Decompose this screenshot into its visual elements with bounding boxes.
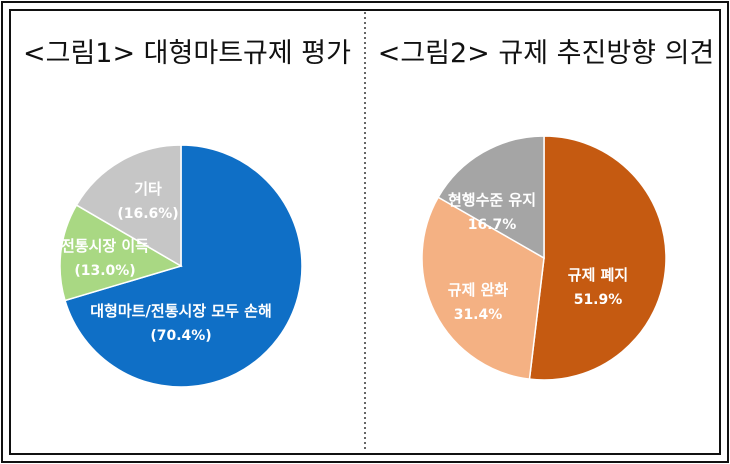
- chart2-slice-2: [437, 135, 545, 260]
- chart1-slice-2-label: 기타: [134, 180, 162, 198]
- chart2-title: <그림2> 규제 추진방향 의견: [378, 38, 715, 69]
- chart1-slice-2-value: (16.6%): [117, 206, 178, 222]
- chart1-title: <그림1> 대형마트규제 평가: [23, 38, 351, 69]
- chart1-slice-0: [64, 144, 303, 388]
- inner-border: [9, 9, 721, 455]
- chart2-slice-1-label: 규제 완화: [448, 281, 509, 299]
- chart2-slice-0-label: 규제 폐지: [568, 266, 628, 284]
- chart2-slice-0: [528, 135, 667, 381]
- chart2-slice-2-value: 16.7%: [468, 217, 517, 233]
- chart-panel-2: <그림2> 규제 추진방향 의견 규제 폐지 51.9% 규제 완화 31.4% 현행수…: [378, 38, 715, 381]
- chart2-slice-1: [421, 196, 545, 380]
- chart2-slice-0-value: 51.9%: [574, 292, 623, 308]
- chart1-slice-1: [59, 204, 183, 302]
- pie-chart-1: 대형마트/전통시장 모두 손해 (70.4%) 전통시장 이득 (13.0%) 기타 (1…: [59, 144, 303, 388]
- chart2-slice-1-value: 31.4%: [454, 307, 503, 323]
- chart1-slice-0-label: 대형마트/전통시장 모두 손해: [90, 302, 272, 320]
- chart2-slice-2-label: 현행수준 유지: [448, 191, 536, 209]
- chart1-slice-1-label: 전통시장 이득: [61, 237, 149, 255]
- chart-panel-1: <그림1> 대형마트규제 평가 대형마트/전통시장 모두 손해 (70.4%) 전통…: [23, 38, 351, 388]
- chart1-slice-1-value: (13.0%): [74, 263, 135, 279]
- chart1-slice-0-value: (70.4%): [150, 328, 211, 344]
- pie-chart-2: 규제 폐지 51.9% 규제 완화 31.4% 현행수준 유지 16.7%: [421, 135, 667, 381]
- chart1-slice-2: [75, 144, 182, 268]
